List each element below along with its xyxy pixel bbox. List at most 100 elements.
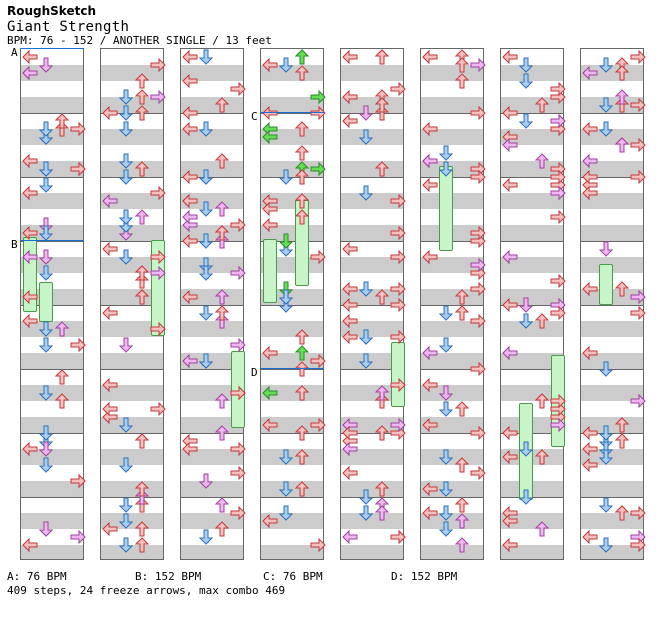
right-arrow-icon xyxy=(470,57,486,73)
left-arrow-icon xyxy=(422,505,438,521)
measure-line xyxy=(181,369,243,370)
up-arrow-icon xyxy=(214,233,230,249)
bpm-change-line xyxy=(20,240,84,241)
down-arrow-icon xyxy=(198,305,214,321)
bpm-change-a: A: 76 BPM xyxy=(7,570,67,583)
left-arrow-icon xyxy=(22,49,38,65)
chart-column xyxy=(180,48,246,560)
down-arrow-icon xyxy=(278,505,294,521)
down-arrow-icon xyxy=(198,233,214,249)
right-arrow-icon xyxy=(310,417,326,433)
up-arrow-icon xyxy=(454,497,470,513)
down-arrow-icon xyxy=(358,329,374,345)
up-arrow-icon xyxy=(214,521,230,537)
up-arrow-icon xyxy=(294,345,310,361)
right-arrow-icon xyxy=(150,321,166,337)
left-arrow-icon xyxy=(342,89,358,105)
up-arrow-icon xyxy=(214,201,230,217)
down-arrow-icon xyxy=(438,481,454,497)
measure-line xyxy=(261,497,323,498)
up-arrow-icon xyxy=(134,521,150,537)
left-arrow-icon xyxy=(422,177,438,193)
down-arrow-icon xyxy=(118,89,134,105)
bpm-change-line xyxy=(260,368,324,369)
down-arrow-icon xyxy=(118,209,134,225)
up-arrow-icon xyxy=(54,393,70,409)
down-arrow-icon xyxy=(438,505,454,521)
right-arrow-icon xyxy=(310,105,326,121)
right-arrow-icon xyxy=(230,217,246,233)
left-arrow-icon xyxy=(342,313,358,329)
freeze-arrow xyxy=(39,282,53,322)
up-arrow-icon xyxy=(134,89,150,105)
up-arrow-icon xyxy=(614,89,630,105)
down-arrow-icon xyxy=(38,337,54,353)
freeze-arrow xyxy=(439,166,453,251)
down-arrow-icon xyxy=(358,505,374,521)
up-arrow-icon xyxy=(534,393,550,409)
down-arrow-icon xyxy=(598,241,614,257)
up-arrow-icon xyxy=(294,425,310,441)
down-arrow-icon xyxy=(598,121,614,137)
right-arrow-icon xyxy=(470,257,486,273)
up-arrow-icon xyxy=(374,425,390,441)
right-arrow-icon xyxy=(230,441,246,457)
left-arrow-icon xyxy=(22,289,38,305)
right-arrow-icon xyxy=(550,417,566,433)
down-arrow-icon xyxy=(38,225,54,241)
left-arrow-icon xyxy=(582,65,598,81)
up-arrow-icon xyxy=(134,265,150,281)
measure-line xyxy=(101,497,163,498)
left-arrow-icon xyxy=(182,353,198,369)
right-arrow-icon xyxy=(470,281,486,297)
left-arrow-icon xyxy=(502,249,518,265)
left-arrow-icon xyxy=(342,297,358,313)
left-arrow-icon xyxy=(22,225,38,241)
up-arrow-icon xyxy=(454,513,470,529)
down-arrow-icon xyxy=(358,281,374,297)
down-arrow-icon xyxy=(278,481,294,497)
chart-info: BPM: 76 - 152 / ANOTHER SINGLE / 13 feet xyxy=(7,34,272,47)
section-marker-a: A xyxy=(11,46,18,59)
left-arrow-icon xyxy=(102,401,118,417)
up-arrow-icon xyxy=(374,481,390,497)
left-arrow-icon xyxy=(342,441,358,457)
measure-line xyxy=(341,305,403,306)
left-arrow-icon xyxy=(102,521,118,537)
left-arrow-icon xyxy=(582,441,598,457)
measure-line xyxy=(261,113,323,114)
measure-line xyxy=(21,113,83,114)
right-arrow-icon xyxy=(390,377,406,393)
up-arrow-icon xyxy=(134,433,150,449)
right-arrow-icon xyxy=(630,537,646,553)
up-arrow-icon xyxy=(54,369,70,385)
measure-line xyxy=(421,113,483,114)
left-arrow-icon xyxy=(342,465,358,481)
freeze-arrow xyxy=(263,239,277,303)
up-arrow-icon xyxy=(454,57,470,73)
right-arrow-icon xyxy=(630,169,646,185)
up-arrow-icon xyxy=(614,281,630,297)
down-arrow-icon xyxy=(118,249,134,265)
down-arrow-icon xyxy=(518,297,534,313)
measure-line xyxy=(581,497,643,498)
down-arrow-icon xyxy=(198,257,214,273)
left-arrow-icon xyxy=(22,185,38,201)
left-arrow-icon xyxy=(582,281,598,297)
down-arrow-icon xyxy=(38,161,54,177)
down-arrow-icon xyxy=(118,537,134,553)
left-arrow-icon xyxy=(422,249,438,265)
left-arrow-icon xyxy=(102,105,118,121)
right-arrow-icon xyxy=(550,305,566,321)
right-arrow-icon xyxy=(310,353,326,369)
up-arrow-icon xyxy=(214,305,230,321)
up-arrow-icon xyxy=(534,153,550,169)
down-arrow-icon xyxy=(278,289,294,305)
left-arrow-icon xyxy=(182,193,198,209)
down-arrow-icon xyxy=(358,353,374,369)
down-arrow-icon xyxy=(598,449,614,465)
left-arrow-icon xyxy=(422,345,438,361)
left-arrow-icon xyxy=(502,137,518,153)
up-arrow-icon xyxy=(534,449,550,465)
up-arrow-icon xyxy=(134,273,150,289)
